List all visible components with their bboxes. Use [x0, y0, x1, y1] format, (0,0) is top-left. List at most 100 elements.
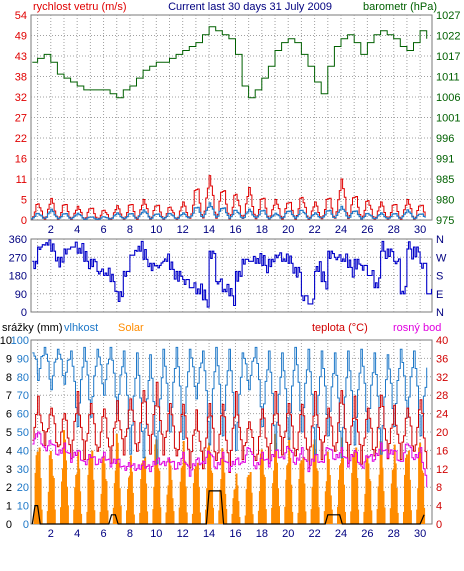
solar-bar	[66, 505, 69, 524]
temperature-axis-label: teplota (°C)	[312, 322, 368, 334]
x-axis-tick-label: 8	[127, 528, 133, 540]
solar-bar	[185, 512, 188, 524]
solar-bar	[212, 507, 214, 524]
solar-bar	[159, 507, 162, 524]
x-axis-tick-label: 2	[48, 528, 54, 540]
x-axis-tick-label: 22	[308, 224, 320, 236]
left-axis-tick-label: 180	[9, 271, 27, 283]
right-axis-tick-label: 36	[436, 353, 448, 365]
humidity-axis-tick-label: 80	[17, 372, 29, 384]
humidity-axis-tick-label: 50	[17, 427, 29, 439]
solar-bar	[304, 511, 307, 524]
solar-bar	[145, 483, 148, 524]
solar-bar	[80, 513, 83, 524]
right-axis-tick-label: 32	[436, 372, 448, 384]
solar-bar	[40, 509, 43, 524]
left-axis-tick-label: 22	[15, 133, 27, 145]
humidity-series-line	[32, 346, 428, 464]
right-axis-tick-label: 991	[436, 154, 454, 166]
right-axis-tick-label: 16	[436, 445, 448, 457]
left-axis-tick-label: 2	[6, 482, 12, 494]
humidity-axis-tick-label: 60	[17, 409, 29, 421]
right-axis-tick-label: 975	[436, 215, 454, 227]
solar-bar	[422, 472, 425, 524]
solar-bar	[251, 514, 254, 524]
solar-bar	[106, 510, 109, 524]
solar-bar	[237, 501, 240, 524]
right-axis-tick-label: 28	[436, 390, 448, 402]
left-axis-tick-label: 6	[6, 409, 12, 421]
x-axis-tick-label: 30	[414, 224, 426, 236]
right-axis-tick-label: 980	[436, 195, 454, 207]
left-axis-tick-label: 49	[15, 31, 27, 43]
solar-bar	[39, 478, 42, 524]
x-axis-tick-label: 26	[361, 528, 373, 540]
dewpoint-series-line	[32, 431, 428, 488]
x-axis-tick-label: 6	[100, 528, 106, 540]
left-axis-tick-label: 0	[6, 519, 12, 531]
humidity-axis-tick-label: 70	[17, 390, 29, 402]
solar-bar	[369, 481, 372, 524]
solar-bar	[184, 486, 187, 524]
x-axis-tick-label: 16	[229, 528, 241, 540]
solar-bar	[119, 506, 122, 524]
x-axis-tick-label: 22	[308, 528, 320, 540]
humidity-axis-tick-label: 30	[17, 464, 29, 476]
solar-bar	[158, 470, 161, 524]
solar-bar	[409, 510, 412, 524]
right-axis-tick-label: 985	[436, 174, 454, 186]
right-axis-tick-label: 24	[436, 409, 448, 421]
solar-bar	[93, 510, 96, 524]
right-axis-tick-label: 1001	[436, 113, 460, 125]
right-axis-tick-label: 4	[436, 501, 442, 513]
left-axis-tick-label: 10	[0, 335, 12, 347]
solar-bar	[383, 507, 386, 524]
solar-bar	[344, 511, 346, 524]
solar-bar	[356, 478, 359, 524]
right-axis-tick-label: 1027	[436, 10, 460, 22]
x-axis-tick-label: 14	[203, 224, 215, 236]
left-axis-tick-label: 90	[15, 289, 27, 301]
left-axis-tick-label: 7	[6, 390, 12, 402]
right-axis-tick-label: 1022	[436, 31, 460, 43]
solar-bar	[278, 506, 280, 524]
x-axis-tick-label: 4	[74, 224, 80, 236]
x-axis-tick-label: 28	[388, 528, 400, 540]
solar-bar	[79, 491, 82, 524]
right-axis-tick-label: 0	[436, 519, 442, 531]
solar-bar	[317, 507, 320, 524]
right-axis-tick-label: N	[436, 234, 444, 246]
left-axis-tick-label: 9	[6, 353, 12, 365]
solar-series-group	[33, 430, 426, 524]
x-axis-tick-label: 10	[150, 224, 162, 236]
right-axis-tick-label: W	[436, 252, 447, 264]
x-axis-tick-label: 26	[361, 224, 373, 236]
solar-bar	[370, 510, 373, 524]
solar-bar	[395, 488, 398, 524]
solar-bar	[264, 509, 267, 524]
right-axis-tick-label: 1006	[436, 92, 460, 104]
right-axis-tick-label: 12	[436, 464, 448, 476]
right-axis-tick-label: 8	[436, 482, 442, 494]
left-axis-tick-label: 0	[21, 307, 27, 319]
solar-bar	[303, 483, 306, 524]
x-axis-tick-label: 18	[256, 224, 268, 236]
solar-bar	[172, 511, 175, 524]
x-axis-tick-label: 12	[177, 224, 189, 236]
x-axis-tick-label: 2	[48, 224, 54, 236]
left-axis-tick-label: 32	[15, 92, 27, 104]
x-axis-tick-label: 8	[127, 224, 133, 236]
solar-bar	[197, 487, 200, 524]
chart-title: Current last 30 days 31 July 2009	[168, 1, 332, 13]
solar-bar	[250, 492, 253, 524]
x-axis-tick-label: 28	[388, 224, 400, 236]
solar-bar	[238, 517, 241, 524]
pressure-axis-label: barometr (hPa)	[363, 1, 437, 13]
left-axis-tick-label: 3	[6, 464, 12, 476]
left-axis-tick-label: 270	[9, 252, 27, 264]
humidity-axis-tick-label: 40	[17, 445, 29, 457]
right-axis-tick-label: 20	[436, 427, 448, 439]
pressure-series-line	[32, 26, 428, 99]
